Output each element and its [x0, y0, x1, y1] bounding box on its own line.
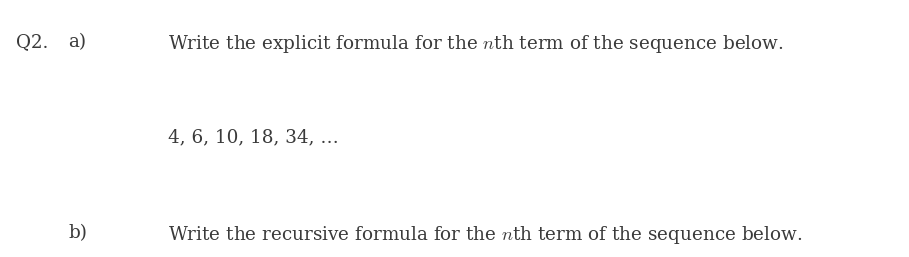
Text: Write the explicit formula for the $\mathit{n}$th term of the sequence below.: Write the explicit formula for the $\mat…	[168, 33, 784, 56]
Text: 4, 6, 10, 18, 34, …: 4, 6, 10, 18, 34, …	[168, 128, 339, 146]
Text: a): a)	[68, 33, 86, 51]
Text: Q2.: Q2.	[16, 33, 49, 51]
Text: Write the recursive formula for the $\mathit{n}$th term of the sequence below.: Write the recursive formula for the $\ma…	[168, 224, 803, 246]
Text: b): b)	[68, 224, 87, 242]
